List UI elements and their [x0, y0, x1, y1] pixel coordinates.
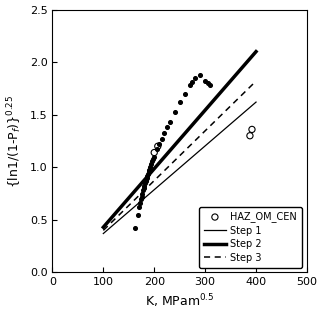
HAZ_OM_CEN: [247, 133, 253, 138]
Point: [203, 79, 208, 84]
Point: [208, 83, 213, 88]
Point: [151, 154, 157, 159]
X-axis label: K, MPam$^{0.5}$: K, MPam$^{0.5}$: [145, 293, 214, 310]
Point: [136, 205, 141, 210]
Step 2: [101, 225, 105, 229]
Point: [139, 194, 144, 199]
Step 1: [254, 100, 258, 104]
HAZ_OM_CEN: [155, 144, 161, 149]
Point: [141, 184, 147, 189]
Point: [149, 161, 154, 167]
Point: [193, 76, 198, 81]
HAZ_OM_CEN: [151, 150, 157, 155]
Point: [133, 226, 138, 231]
Point: [205, 81, 210, 86]
Point: [143, 179, 148, 184]
Line: Step 3: Step 3: [103, 81, 256, 230]
Point: [141, 188, 146, 193]
Point: [157, 142, 162, 147]
Point: [151, 156, 156, 161]
Point: [148, 165, 153, 170]
Point: [164, 125, 170, 130]
Point: [182, 91, 187, 96]
Legend: HAZ_OM_CEN, Step 1, Step 2, Step 3: HAZ_OM_CEN, Step 1, Step 2, Step 3: [199, 207, 302, 268]
Step 1: [101, 232, 105, 235]
Point: [150, 158, 155, 163]
Point: [154, 147, 159, 152]
Point: [135, 212, 141, 217]
Point: [140, 191, 145, 196]
Point: [197, 72, 203, 77]
Point: [144, 175, 149, 180]
Point: [177, 100, 182, 105]
Step 2: [254, 50, 258, 53]
Step 3: [254, 79, 258, 83]
Point: [143, 177, 149, 182]
Point: [162, 130, 167, 135]
Point: [142, 180, 148, 185]
Point: [146, 169, 151, 174]
Point: [147, 168, 152, 173]
Point: [159, 137, 164, 142]
Point: [146, 171, 151, 176]
Step 3: [101, 228, 105, 232]
HAZ_OM_CEN: [249, 127, 255, 132]
Point: [187, 83, 193, 88]
Line: Step 1: Step 1: [103, 102, 256, 234]
Point: [141, 186, 146, 191]
Point: [137, 200, 142, 205]
Point: [144, 173, 150, 178]
Line: Step 2: Step 2: [103, 52, 256, 227]
Point: [167, 119, 172, 125]
Point: [190, 80, 195, 85]
Point: [139, 196, 144, 201]
Y-axis label: {ln1/(1-P$_f$)}$^{0.25}$: {ln1/(1-P$_f$)}$^{0.25}$: [5, 94, 24, 188]
Point: [172, 109, 177, 114]
